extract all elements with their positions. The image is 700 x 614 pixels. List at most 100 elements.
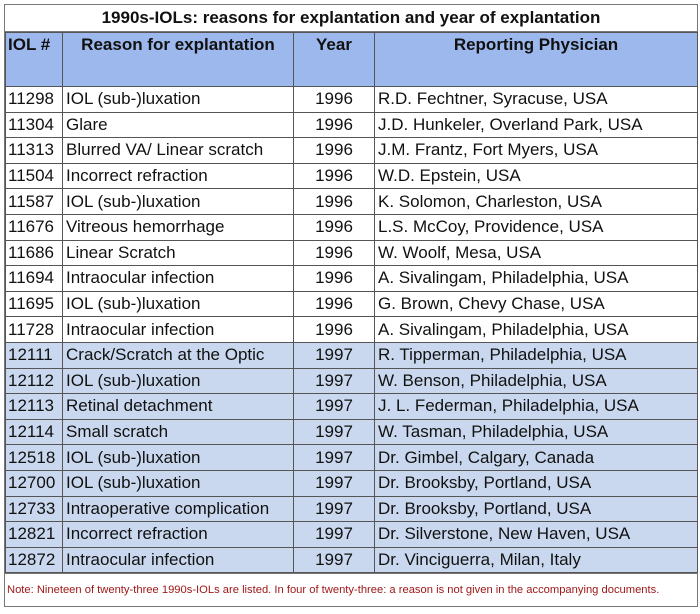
cell-iol-number: 11313 (5, 137, 63, 164)
cell-iol-number: 11686 (5, 239, 63, 267)
cell-iol-number: 12113 (5, 393, 63, 420)
cell-physician: Dr. Gimbel, Calgary, Canada (374, 444, 698, 471)
cell-iol-number: 11587 (5, 188, 63, 215)
table-row: 11313 Blurred VA/ Linear scratch 1996 J.M. … (5, 137, 698, 164)
cell-year: 1996 (293, 239, 375, 267)
iol-table-document: 1990s-IOLs: reasons for explantation and… (4, 4, 698, 608)
cell-iol-number: 11676 (5, 213, 63, 241)
cell-reason: Intraoperative complication (62, 495, 294, 523)
cell-year: 1996 (293, 137, 375, 164)
cell-reason: Crack/Scratch at the Optic (62, 341, 294, 369)
table-title: 1990s-IOLs: reasons for explantation and… (5, 5, 697, 32)
cell-reason: Blurred VA/ Linear scratch (62, 137, 294, 164)
cell-iol-number: 12821 (5, 521, 63, 548)
cell-year: 1996 (293, 213, 375, 241)
cell-reason: IOL (sub-)luxation (62, 367, 294, 395)
cell-physician: J. L. Federman, Philadelphia, USA (374, 393, 698, 420)
table-row: 11298 IOL (sub-)luxation 1996 R.D. Fechtner… (5, 86, 698, 113)
table-row: 12733 Intraoperative complication 1997 Dr. … (5, 495, 698, 523)
cell-year: 1997 (293, 521, 375, 548)
cell-reason: Retinal detachment (62, 393, 294, 420)
cell-physician: Dr. Brooksby, Portland, USA (374, 469, 698, 497)
table-row: 12872 Intraocular infection 1997 Dr. Vincig… (5, 546, 698, 574)
cell-reason: Vitreous hemorrhage (62, 213, 294, 241)
cell-physician: J.M. Frantz, Fort Myers, USA (374, 137, 698, 164)
cell-iol-number: 12872 (5, 546, 63, 574)
cell-physician: W.D. Epstein, USA (374, 162, 698, 190)
cell-iol-number: 12733 (5, 495, 63, 523)
cell-year: 1996 (293, 86, 375, 113)
cell-iol-number: 11728 (5, 316, 63, 343)
cell-reason: Incorrect refraction (62, 162, 294, 190)
table-row: 11728 Intraocular infection 1996 A. Sivalin… (5, 316, 698, 343)
cell-physician: J.D. Hunkeler, Overland Park, USA (374, 111, 698, 139)
table-row: 12112 IOL (sub-)luxation 1997 W. Benson, Ph… (5, 367, 698, 395)
cell-physician: Dr. Silverstone, New Haven, USA (374, 521, 698, 548)
cell-reason: IOL (sub-)luxation (62, 444, 294, 471)
iol-table: IOL # Reason for explantation Year Repor… (5, 32, 698, 574)
cell-reason: Small scratch (62, 418, 294, 446)
header-physician: Reporting Physician (374, 32, 698, 87)
cell-iol-number: 11695 (5, 290, 63, 318)
cell-physician: A. Sivalingam, Philadelphia, USA (374, 265, 698, 292)
cell-physician: Dr. Brooksby, Portland, USA (374, 495, 698, 523)
cell-iol-number: 12700 (5, 469, 63, 497)
cell-reason: Intraocular infection (62, 265, 294, 292)
cell-reason: IOL (sub-)luxation (62, 290, 294, 318)
cell-year: 1996 (293, 265, 375, 292)
cell-iol-number: 11298 (5, 86, 63, 113)
cell-year: 1997 (293, 469, 375, 497)
cell-year: 1996 (293, 290, 375, 318)
table-row: 11695 IOL (sub-)luxation 1996 G. Brown, Che… (5, 290, 698, 318)
cell-year: 1997 (293, 495, 375, 523)
cell-reason: Intraocular infection (62, 546, 294, 574)
cell-reason: Glare (62, 111, 294, 139)
table-row: 11676 Vitreous hemorrhage 1996 L.S. McCoy, … (5, 213, 698, 241)
cell-physician: W. Tasman, Philadelphia, USA (374, 418, 698, 446)
cell-physician: W. Benson, Philadelphia, USA (374, 367, 698, 395)
table-note: Note: Nineteen of twenty-three 1990s-IOL… (5, 573, 697, 606)
cell-physician: R. Tipperman, Philadelphia, USA (374, 341, 698, 369)
cell-physician: Dr. Vinciguerra, Milan, Italy (374, 546, 698, 574)
cell-iol-number: 11304 (5, 111, 63, 139)
cell-year: 1997 (293, 546, 375, 574)
cell-physician: G. Brown, Chevy Chase, USA (374, 290, 698, 318)
table-row: 12821 Incorrect refraction 1997 Dr. Silvers… (5, 521, 698, 548)
table-row: 12114 Small scratch 1997 W. Tasman, Philade… (5, 418, 698, 446)
header-year: Year (293, 32, 375, 87)
cell-physician: L.S. McCoy, Providence, USA (374, 213, 698, 241)
header-reason: Reason for explantation (62, 32, 294, 87)
cell-reason: IOL (sub-)luxation (62, 188, 294, 215)
cell-iol-number: 12112 (5, 367, 63, 395)
cell-physician: K. Solomon, Charleston, USA (374, 188, 698, 215)
cell-reason: Intraocular infection (62, 316, 294, 343)
cell-year: 1997 (293, 393, 375, 420)
cell-year: 1997 (293, 367, 375, 395)
cell-iol-number: 11504 (5, 162, 63, 190)
table-row: 11694 Intraocular infection 1996 A. Sivalin… (5, 265, 698, 292)
cell-iol-number: 11694 (5, 265, 63, 292)
table-row: 12111 Crack/Scratch at the Optic 1997 R. Ti… (5, 341, 698, 369)
cell-physician: A. Sivalingam, Philadelphia, USA (374, 316, 698, 343)
cell-iol-number: 12111 (5, 341, 63, 369)
cell-year: 1996 (293, 162, 375, 190)
table-row: 11587 IOL (sub-)luxation 1996 K. Solomon, C… (5, 188, 698, 215)
header-row: IOL # Reason for explantation Year Repor… (5, 32, 698, 87)
cell-iol-number: 12518 (5, 444, 63, 471)
cell-year: 1997 (293, 418, 375, 446)
table-row: 12113 Retinal detachment 1997 J. L. Federma… (5, 393, 698, 420)
header-iol-number: IOL # (5, 32, 63, 87)
cell-year: 1997 (293, 341, 375, 369)
table-row: 11686 Linear Scratch 1996 W. Woolf, Mesa, U… (5, 239, 698, 267)
cell-year: 1996 (293, 316, 375, 343)
table-row: 11304 Glare 1996 J.D. Hunkeler, Overland Pa… (5, 111, 698, 139)
cell-reason: Incorrect refraction (62, 521, 294, 548)
cell-year: 1996 (293, 188, 375, 215)
table-row: 11504 Incorrect refraction 1996 W.D. Epstei… (5, 162, 698, 190)
cell-physician: W. Woolf, Mesa, USA (374, 239, 698, 267)
cell-year: 1996 (293, 111, 375, 139)
cell-reason: Linear Scratch (62, 239, 294, 267)
cell-reason: IOL (sub-)luxation (62, 86, 294, 113)
cell-physician: R.D. Fechtner, Syracuse, USA (374, 86, 698, 113)
cell-iol-number: 12114 (5, 418, 63, 446)
